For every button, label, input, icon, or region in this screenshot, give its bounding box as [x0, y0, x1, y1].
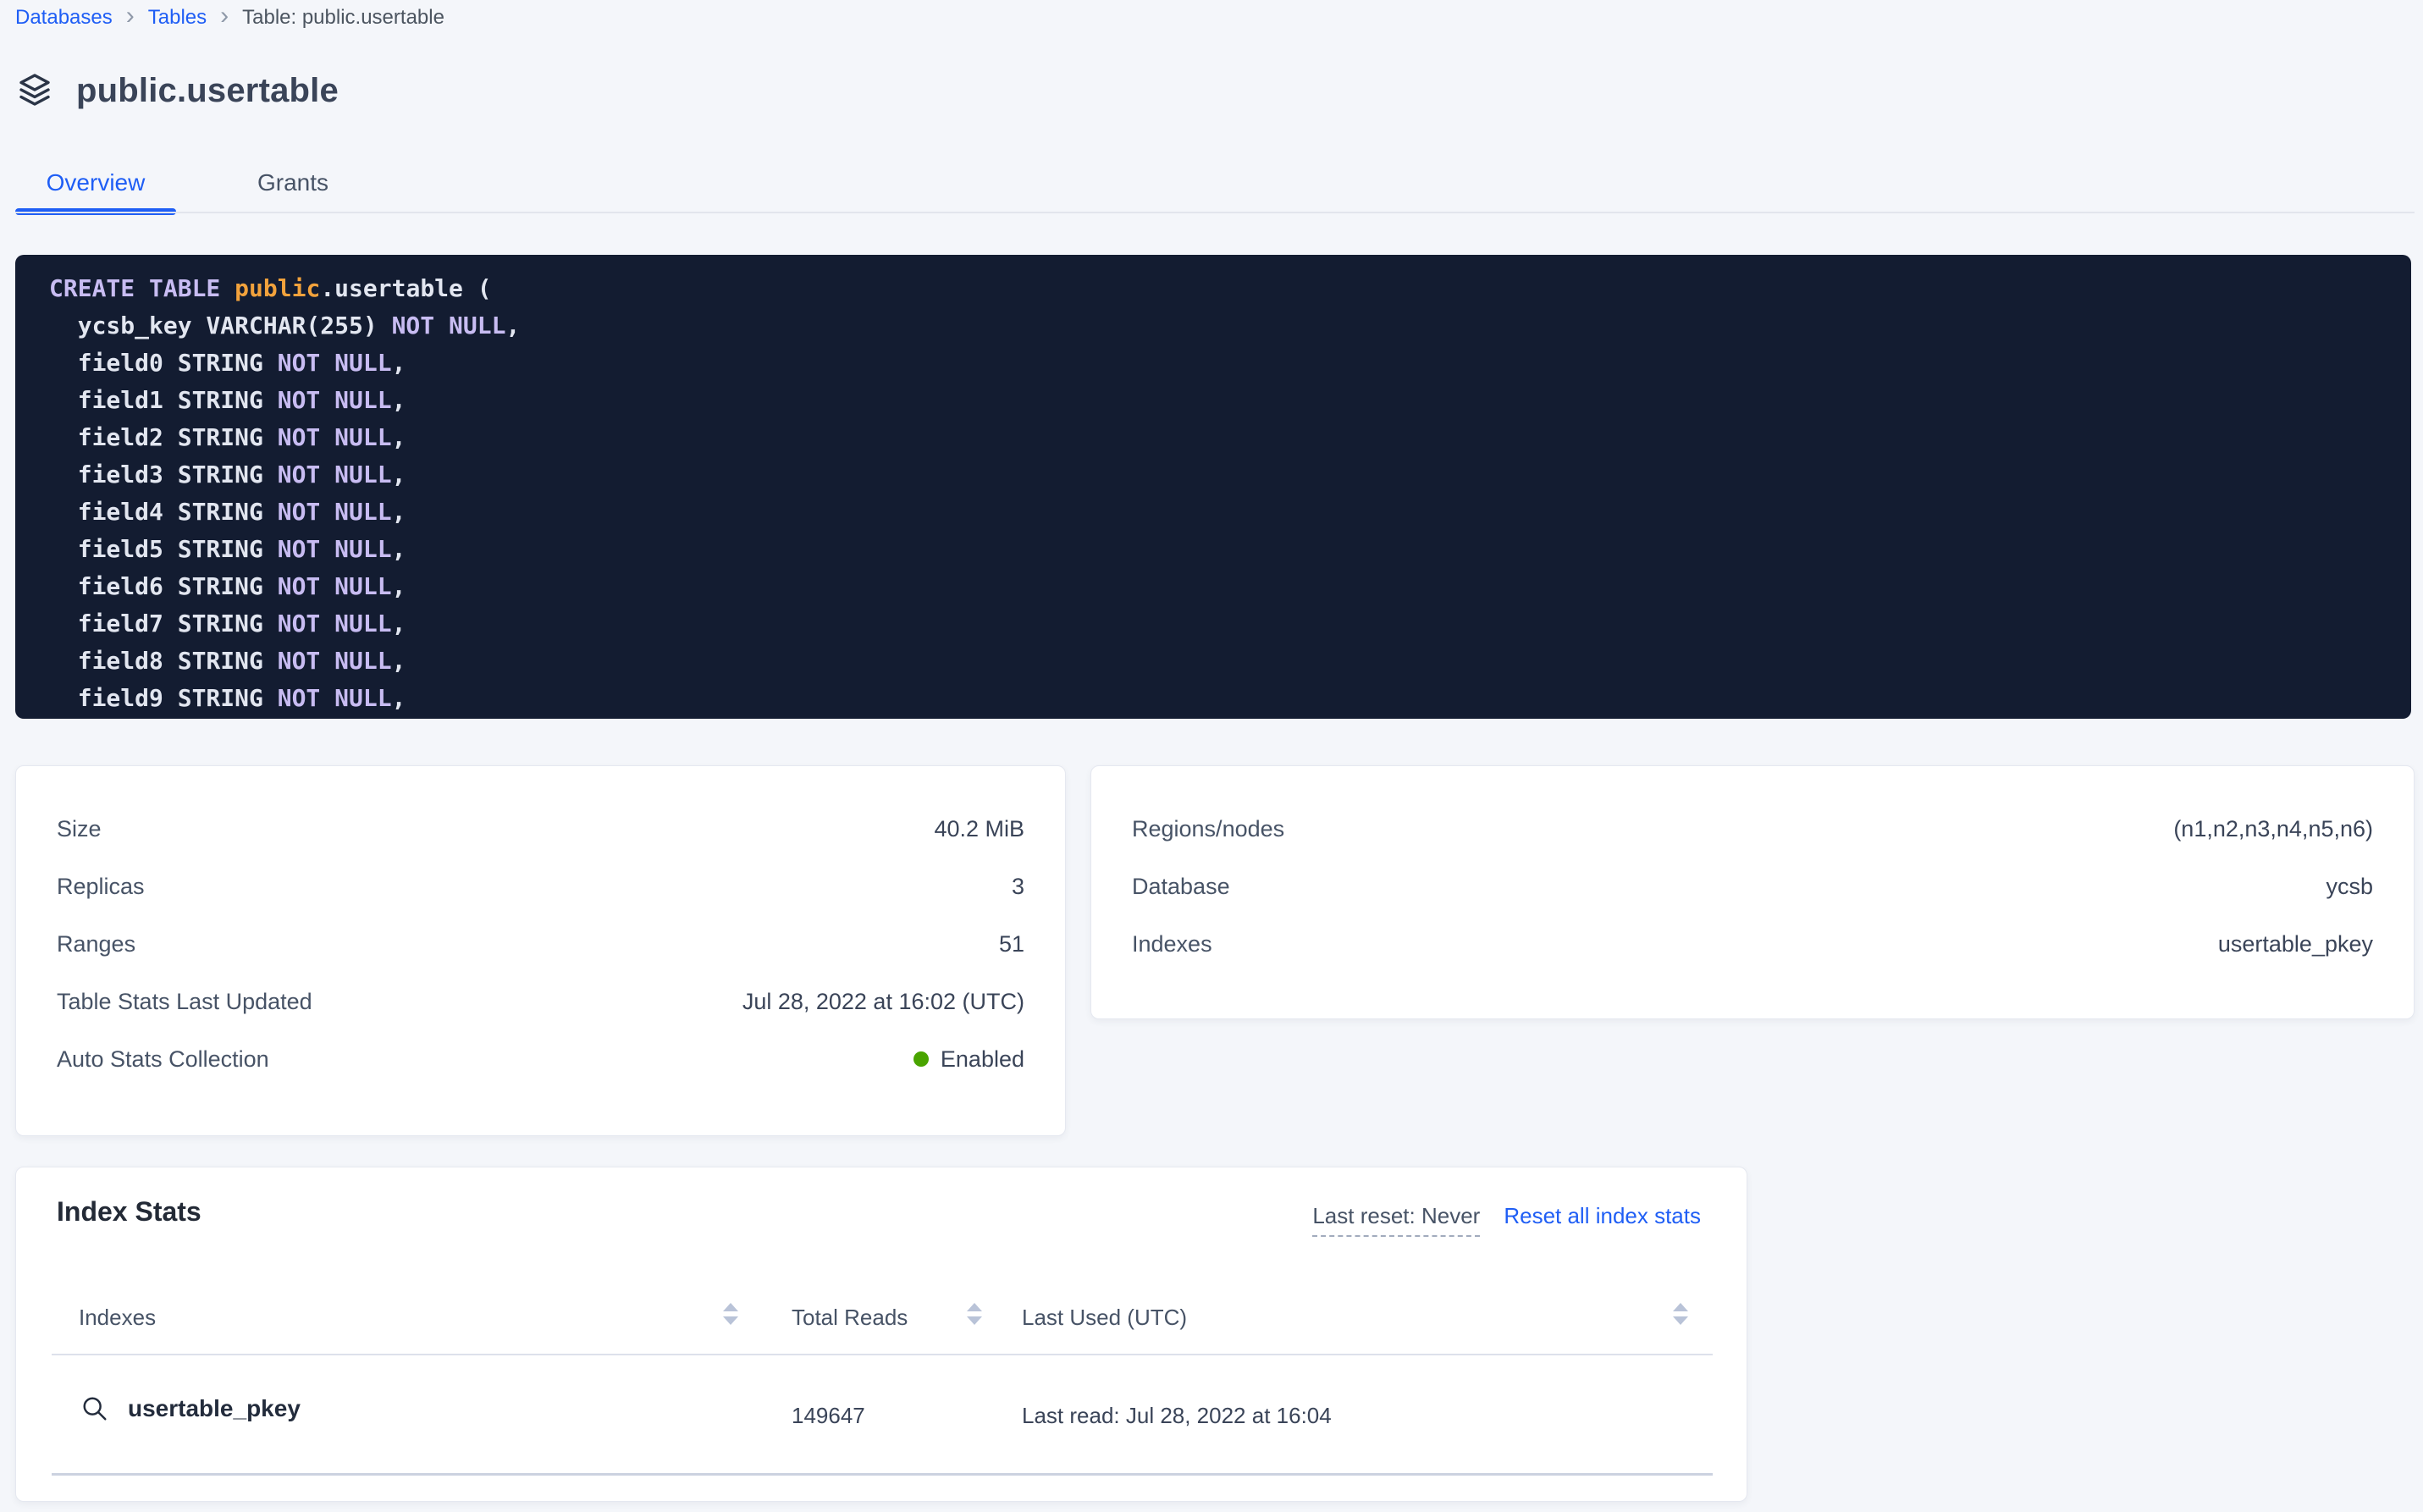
stat-row-ranges: Ranges 51 [16, 915, 1065, 973]
stat-label: Regions/nodes [1132, 815, 1285, 842]
index-stats-title: Index Stats [57, 1196, 201, 1227]
index-stats-card: Index Stats Last reset: Never Reset all … [15, 1167, 1747, 1502]
tab-overview[interactable]: Overview [46, 169, 146, 196]
stat-value: Jul 28, 2022 at 16:02 (UTC) [742, 988, 1024, 1014]
chevron-right-icon: › [125, 2, 135, 30]
stat-row-regions: Regions/nodes (n1,n2,n3,n4,n5,n6) [1091, 800, 2414, 858]
sql-create-table-statement: CREATE TABLE public.usertable ( ycsb_key… [49, 274, 521, 712]
breadcrumb-link-tables[interactable]: Tables [147, 6, 207, 29]
chevron-right-icon: › [220, 2, 229, 30]
last-used-value: Last read: Jul 28, 2022 at 16:04 [1022, 1403, 1332, 1428]
tab-bar: Overview Grants [0, 161, 2423, 220]
sql-statement-card: CREATE TABLE public.usertable ( ycsb_key… [15, 255, 2411, 719]
index-name-link[interactable]: usertable_pkey [80, 1394, 301, 1423]
stat-label: Replicas [57, 873, 145, 899]
stat-value: ycsb [2326, 873, 2373, 899]
stat-row-replicas: Replicas 3 [16, 858, 1065, 915]
sort-icon[interactable] [720, 1301, 741, 1327]
stat-label: Table Stats Last Updated [57, 988, 312, 1014]
stat-label: Size [57, 815, 102, 842]
page-title: public.usertable [76, 71, 339, 109]
stat-row-stats-updated: Table Stats Last Updated Jul 28, 2022 at… [16, 973, 1065, 1030]
layers-icon [15, 71, 54, 110]
stat-row-auto-stats: Auto Stats Collection Enabled [16, 1030, 1065, 1088]
breadcrumb-current: Table: public.usertable [242, 6, 444, 29]
column-header-last-used[interactable]: Last Used (UTC) [1022, 1305, 1188, 1330]
column-header-indexes[interactable]: Indexes [79, 1305, 157, 1330]
status-badge: Enabled [913, 1046, 1024, 1073]
stat-label: Database [1132, 873, 1230, 899]
index-table-header: Indexes Total Reads Last Used (UTC) [52, 1281, 1713, 1355]
breadcrumb: Databases › Tables › Table: public.usert… [15, 2, 444, 30]
stat-value: 3 [1011, 873, 1024, 899]
table-meta-card: Regions/nodes (n1,n2,n3,n4,n5,n6) Databa… [1090, 765, 2415, 1019]
stat-value: 40.2 MiB [934, 815, 1024, 842]
page-header: public.usertable [15, 71, 339, 110]
search-icon [80, 1394, 109, 1423]
sort-icon[interactable] [1670, 1301, 1691, 1327]
stat-value: usertable_pkey [2217, 930, 2373, 957]
stat-row-indexes: Indexes usertable_pkey [1091, 915, 2414, 973]
index-stats-actions: Last reset: Never Reset all index stats [1312, 1203, 1701, 1237]
breadcrumb-link-databases[interactable]: Databases [15, 6, 113, 29]
column-header-total-reads[interactable]: Total Reads [792, 1305, 908, 1330]
table-details-card: Size 40.2 MiB Replicas 3 Ranges 51 Table… [15, 765, 1066, 1136]
stat-row-database: Database ycsb [1091, 858, 2414, 915]
tab-bar-divider [15, 212, 2415, 213]
index-name: usertable_pkey [128, 1395, 301, 1421]
stat-label: Ranges [57, 930, 136, 957]
stat-label: Auto Stats Collection [57, 1046, 269, 1072]
reset-index-stats-link[interactable]: Reset all index stats [1504, 1203, 1701, 1228]
sort-icon[interactable] [964, 1301, 985, 1327]
status-text: Enabled [940, 1046, 1024, 1072]
status-dot-green [913, 1051, 929, 1067]
total-reads-value: 149647 [792, 1403, 865, 1428]
stat-value: (n1,n2,n3,n4,n5,n6) [2173, 815, 2373, 842]
stat-value: 51 [998, 930, 1024, 957]
stat-row-size: Size 40.2 MiB [16, 800, 1065, 858]
last-reset-tooltip[interactable]: Last reset: Never [1312, 1203, 1481, 1237]
table-row: usertable_pkey 149647 Last read: Jul 28,… [52, 1355, 1713, 1476]
stat-label: Indexes [1132, 930, 1212, 957]
tab-grants[interactable]: Grants [257, 169, 329, 196]
